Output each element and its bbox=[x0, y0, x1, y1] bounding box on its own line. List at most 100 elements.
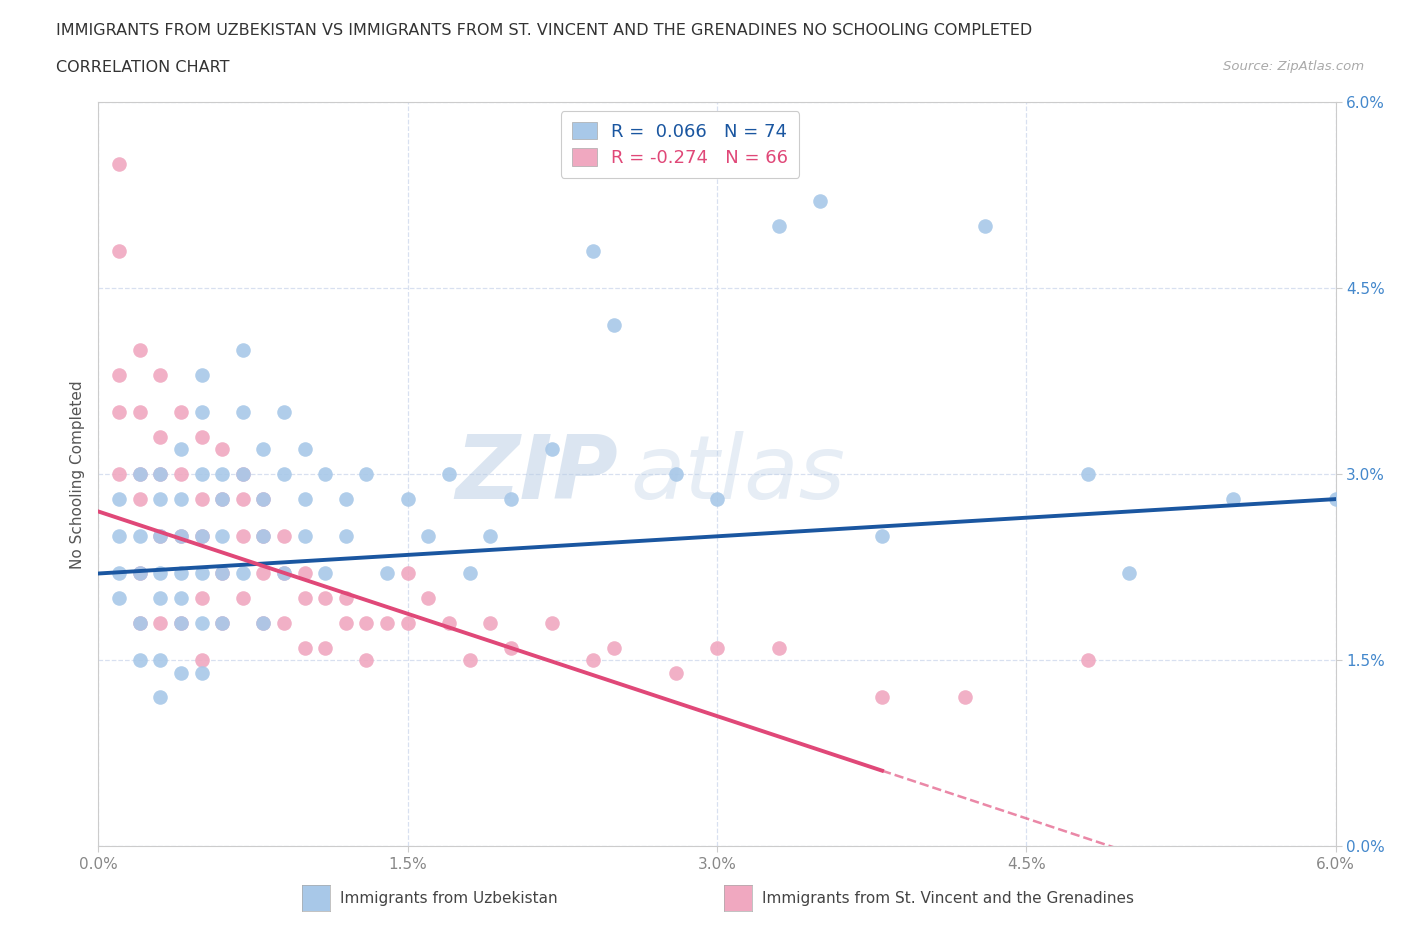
Point bbox=[418, 591, 440, 605]
Point bbox=[437, 616, 460, 631]
Point bbox=[232, 566, 254, 581]
Point bbox=[128, 405, 150, 419]
Point bbox=[314, 566, 336, 581]
Point bbox=[128, 467, 150, 482]
Point bbox=[870, 690, 893, 705]
Point bbox=[170, 665, 193, 680]
Point bbox=[190, 591, 212, 605]
Point bbox=[211, 616, 233, 631]
Point bbox=[252, 442, 274, 457]
Point bbox=[232, 467, 254, 482]
Point bbox=[479, 529, 502, 544]
Point bbox=[211, 529, 233, 544]
Point bbox=[190, 653, 212, 668]
Point bbox=[190, 492, 212, 507]
Point bbox=[396, 492, 419, 507]
Point bbox=[170, 529, 193, 544]
Point bbox=[211, 566, 233, 581]
Text: CORRELATION CHART: CORRELATION CHART bbox=[56, 60, 229, 75]
Point bbox=[149, 492, 172, 507]
Point bbox=[1077, 467, 1099, 482]
Point bbox=[273, 566, 295, 581]
Text: IMMIGRANTS FROM UZBEKISTAN VS IMMIGRANTS FROM ST. VINCENT AND THE GRENADINES NO : IMMIGRANTS FROM UZBEKISTAN VS IMMIGRANTS… bbox=[56, 23, 1032, 38]
Point bbox=[252, 529, 274, 544]
Point bbox=[1222, 492, 1244, 507]
Point bbox=[458, 566, 481, 581]
Point bbox=[128, 467, 150, 482]
Point bbox=[149, 690, 172, 705]
Point bbox=[108, 244, 131, 259]
Point bbox=[211, 566, 233, 581]
Point bbox=[128, 616, 150, 631]
Point bbox=[149, 653, 172, 668]
Point bbox=[211, 467, 233, 482]
Point bbox=[870, 529, 893, 544]
Point bbox=[232, 467, 254, 482]
Point bbox=[314, 591, 336, 605]
Point bbox=[768, 641, 790, 656]
Point bbox=[335, 616, 357, 631]
Point bbox=[665, 467, 688, 482]
Point bbox=[418, 529, 440, 544]
Point bbox=[273, 616, 295, 631]
Point bbox=[149, 529, 172, 544]
Point bbox=[108, 157, 131, 172]
Point bbox=[541, 442, 564, 457]
Point bbox=[499, 641, 522, 656]
Point bbox=[294, 529, 316, 544]
Point bbox=[808, 194, 831, 209]
Point bbox=[170, 467, 193, 482]
Point bbox=[294, 566, 316, 581]
Point bbox=[190, 665, 212, 680]
Point bbox=[108, 566, 131, 581]
Point bbox=[252, 566, 274, 581]
Y-axis label: No Schooling Completed: No Schooling Completed bbox=[69, 380, 84, 568]
Point bbox=[170, 405, 193, 419]
Point bbox=[252, 492, 274, 507]
Point bbox=[190, 529, 212, 544]
Point bbox=[170, 591, 193, 605]
Point bbox=[335, 492, 357, 507]
Point bbox=[149, 467, 172, 482]
Point bbox=[211, 492, 233, 507]
Point bbox=[665, 665, 688, 680]
Point bbox=[211, 616, 233, 631]
Point bbox=[335, 591, 357, 605]
Point bbox=[108, 367, 131, 382]
Point bbox=[211, 442, 233, 457]
Point bbox=[232, 492, 254, 507]
Point bbox=[128, 566, 150, 581]
Point bbox=[706, 641, 728, 656]
Point bbox=[128, 492, 150, 507]
Point bbox=[375, 616, 398, 631]
Point bbox=[108, 492, 131, 507]
Point bbox=[273, 405, 295, 419]
Point bbox=[396, 616, 419, 631]
Point bbox=[396, 566, 419, 581]
Point bbox=[149, 467, 172, 482]
Point bbox=[170, 566, 193, 581]
Point bbox=[252, 616, 274, 631]
Point bbox=[273, 566, 295, 581]
Point bbox=[170, 616, 193, 631]
Point bbox=[1118, 566, 1140, 581]
Point bbox=[170, 529, 193, 544]
Point bbox=[356, 467, 378, 482]
Point bbox=[149, 367, 172, 382]
Point bbox=[232, 343, 254, 358]
Point bbox=[252, 492, 274, 507]
Point bbox=[1077, 653, 1099, 668]
Point bbox=[479, 616, 502, 631]
Point bbox=[170, 492, 193, 507]
Point bbox=[953, 690, 976, 705]
Point bbox=[108, 467, 131, 482]
Point bbox=[232, 529, 254, 544]
Point bbox=[170, 442, 193, 457]
Point bbox=[149, 591, 172, 605]
Point bbox=[768, 219, 790, 233]
Text: Source: ZipAtlas.com: Source: ZipAtlas.com bbox=[1223, 60, 1364, 73]
Point bbox=[294, 442, 316, 457]
Point bbox=[232, 591, 254, 605]
Point bbox=[190, 616, 212, 631]
Point bbox=[190, 529, 212, 544]
